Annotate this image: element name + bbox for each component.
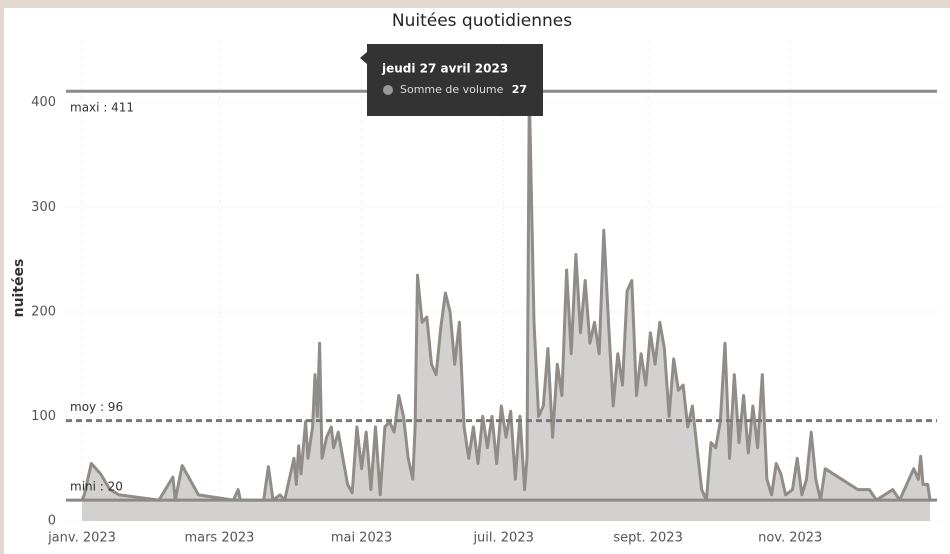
y-tick-label: 300	[31, 200, 56, 215]
y-axis-label: nuitées	[11, 259, 27, 318]
x-tick-label: juil. 2023	[472, 531, 533, 546]
tooltip-value: 27	[512, 83, 527, 96]
chart-title: Nuitées quotidiennes	[392, 11, 572, 31]
y-tick-label: 200	[31, 304, 56, 319]
tooltip-label: Somme de volume	[400, 83, 504, 96]
x-tick-label: nov. 2023	[758, 531, 822, 546]
area-line	[80, 89, 932, 502]
reference-label: moy : 96	[70, 400, 123, 414]
reference-label: mini : 20	[70, 480, 123, 494]
x-tick-label: sept. 2023	[613, 531, 682, 546]
reference-label: maxi : 411	[70, 101, 134, 115]
x-tick-label: mai 2023	[331, 531, 392, 546]
tooltip: jeudi 27 avril 2023 Somme de volume 27	[360, 44, 543, 116]
tooltip-pointer	[360, 52, 367, 64]
plot-area: 0 100 200 300 400 janv. 2023 mars 2023 mai 2023…	[31, 40, 940, 546]
y-tick-label: 100	[31, 409, 56, 424]
tooltip-box	[367, 44, 543, 116]
y-tick-label: 400	[31, 95, 56, 110]
tooltip-dot	[383, 85, 393, 95]
y-tick-label: 0	[48, 514, 56, 529]
tooltip-title: jeudi 27 avril 2023	[381, 62, 508, 76]
x-tick-label: mars 2023	[184, 531, 254, 546]
x-tick-label: janv. 2023	[47, 531, 116, 546]
